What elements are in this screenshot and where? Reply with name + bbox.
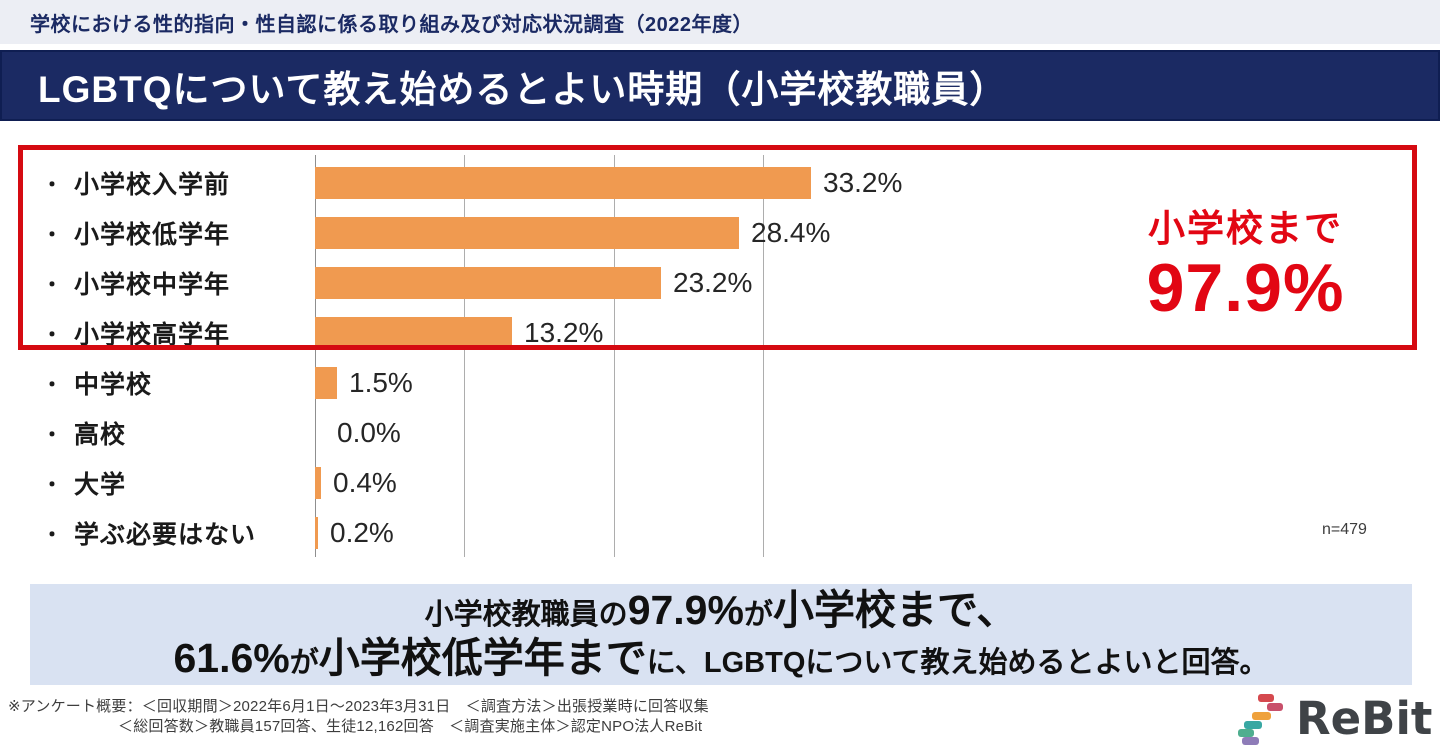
value-label: 33.2% xyxy=(823,167,903,198)
bullet-icon: ・ xyxy=(42,474,62,497)
bar xyxy=(315,467,321,499)
annotation-label: 小学校まで xyxy=(1148,208,1343,249)
summary-segment: 小学校教職員の xyxy=(424,599,628,632)
value-label: 0.4% xyxy=(333,467,397,498)
category-label: 中学校 xyxy=(74,371,153,399)
logo-bar-icon xyxy=(1238,729,1254,737)
logo-bar-icon xyxy=(1252,712,1271,720)
value-label: 23.2% xyxy=(673,267,753,298)
summary-band: 小学校教職員の97.9%が小学校まで、 61.6%が小学校低学年までに、LGBT… xyxy=(30,584,1412,685)
bar xyxy=(315,517,318,549)
gridline-30pct xyxy=(762,155,764,557)
category-label: 大学 xyxy=(74,471,127,499)
value-label: 1.5% xyxy=(349,367,413,398)
bar-row-7: ・大学 0.4% xyxy=(0,458,1440,508)
sample-size: n=479 xyxy=(1322,521,1367,538)
summary-segment: 小学校まで、 xyxy=(772,587,1018,634)
survey-header-band: 学校における性的指向・性自認に係る取り組み及び対応状況調査（2022年度） xyxy=(0,0,1440,44)
bullet-icon: ・ xyxy=(42,224,62,247)
bullet-icon: ・ xyxy=(42,274,62,297)
slide-title: LGBTQについて教え始めるとよい時期（小学校教職員） xyxy=(38,68,1008,110)
gridline-10pct xyxy=(464,155,466,557)
summary-segment: LGBTQについて教え始めるとよいと回答。 xyxy=(703,646,1269,679)
summary-segment: 97.9% xyxy=(627,587,744,634)
value-label: 0.2% xyxy=(330,517,394,548)
bar-row-1: ・小学校入学前 33.2% xyxy=(0,158,1440,208)
summary-segment: に、 xyxy=(646,646,704,679)
summary-segment: 小学校低学年まで xyxy=(318,634,647,681)
y-axis-line xyxy=(315,155,316,557)
category-label: 小学校低学年 xyxy=(74,221,231,249)
bar-row-3: ・小学校中学年 23.2% xyxy=(0,258,1440,308)
rebit-logo: ReBit xyxy=(1234,690,1434,754)
bullet-icon: ・ xyxy=(42,324,62,347)
bullet-icon: ・ xyxy=(42,424,62,447)
bullet-icon: ・ xyxy=(42,174,62,197)
value-label: 28.4% xyxy=(751,217,831,248)
bar-row-4: ・小学校高学年 13.2% xyxy=(0,308,1440,358)
logo-bar-icon xyxy=(1242,737,1259,745)
bar-row-6: ・高校 0.0% xyxy=(0,408,1440,458)
survey-footnote: ※アンケート概要：＜回収期間＞2022年6月1日～2023年3月31日 ＜調査方… xyxy=(8,697,709,736)
summary-segment: が xyxy=(289,646,319,679)
summary-segment: 61.6% xyxy=(173,634,290,681)
bar-chart: ・小学校入学前 33.2% ・小学校低学年 28.4% ・小学校中学年 23.2% ・小学校… xyxy=(0,145,1440,558)
rebit-logo-text: ReBit xyxy=(1296,692,1433,745)
gridline-20pct xyxy=(613,155,615,557)
bullet-icon: ・ xyxy=(42,374,62,397)
bar xyxy=(315,367,337,399)
bar-row-2: ・小学校低学年 28.4% xyxy=(0,208,1440,258)
highlight-box xyxy=(18,145,1417,350)
bar xyxy=(315,167,811,199)
category-label: 高校 xyxy=(74,421,127,449)
bar-row-8: ・学ぶ必要はない 0.2% xyxy=(0,508,1440,558)
logo-bar-icon xyxy=(1267,703,1283,711)
bar-row-5: ・中学校 1.5% xyxy=(0,358,1440,408)
summary-segment: が xyxy=(743,599,773,632)
bullet-icon: ・ xyxy=(42,524,62,547)
footnote-line-1: ※アンケート概要：＜回収期間＞2022年6月1日～2023年3月31日 ＜調査方… xyxy=(8,698,709,715)
category-label: 学ぶ必要はない xyxy=(74,521,257,549)
category-label: 小学校中学年 xyxy=(74,271,231,299)
logo-bar-icon xyxy=(1244,721,1262,729)
annotation-value: 97.9% xyxy=(1146,250,1345,326)
summary-line-2: 61.6%が小学校低学年までに、LGBTQについて教え始めるとよいと回答。 xyxy=(173,635,1268,682)
value-label: 13.2% xyxy=(524,317,604,348)
slide-title-bar: LGBTQについて教え始めるとよい時期（小学校教職員） xyxy=(0,50,1440,121)
bar xyxy=(315,267,661,299)
category-label: 小学校入学前 xyxy=(74,171,231,199)
survey-title: 学校における性的指向・性自認に係る取り組み及び対応状況調査（2022年度） xyxy=(30,13,753,36)
highlight-annotation: 小学校まで 97.9% xyxy=(1128,198,1363,322)
bar xyxy=(315,217,739,249)
value-label: 0.0% xyxy=(337,417,401,448)
summary-line-1: 小学校教職員の97.9%が小学校まで、 xyxy=(425,587,1018,634)
category-label: 小学校高学年 xyxy=(74,321,231,349)
bar xyxy=(315,317,512,349)
logo-bar-icon xyxy=(1258,694,1274,702)
footnote-line-2: ＜総回答数＞教職員157回答、生徒12,162回答 ＜調査実施主体＞認定NPO法… xyxy=(118,717,703,735)
